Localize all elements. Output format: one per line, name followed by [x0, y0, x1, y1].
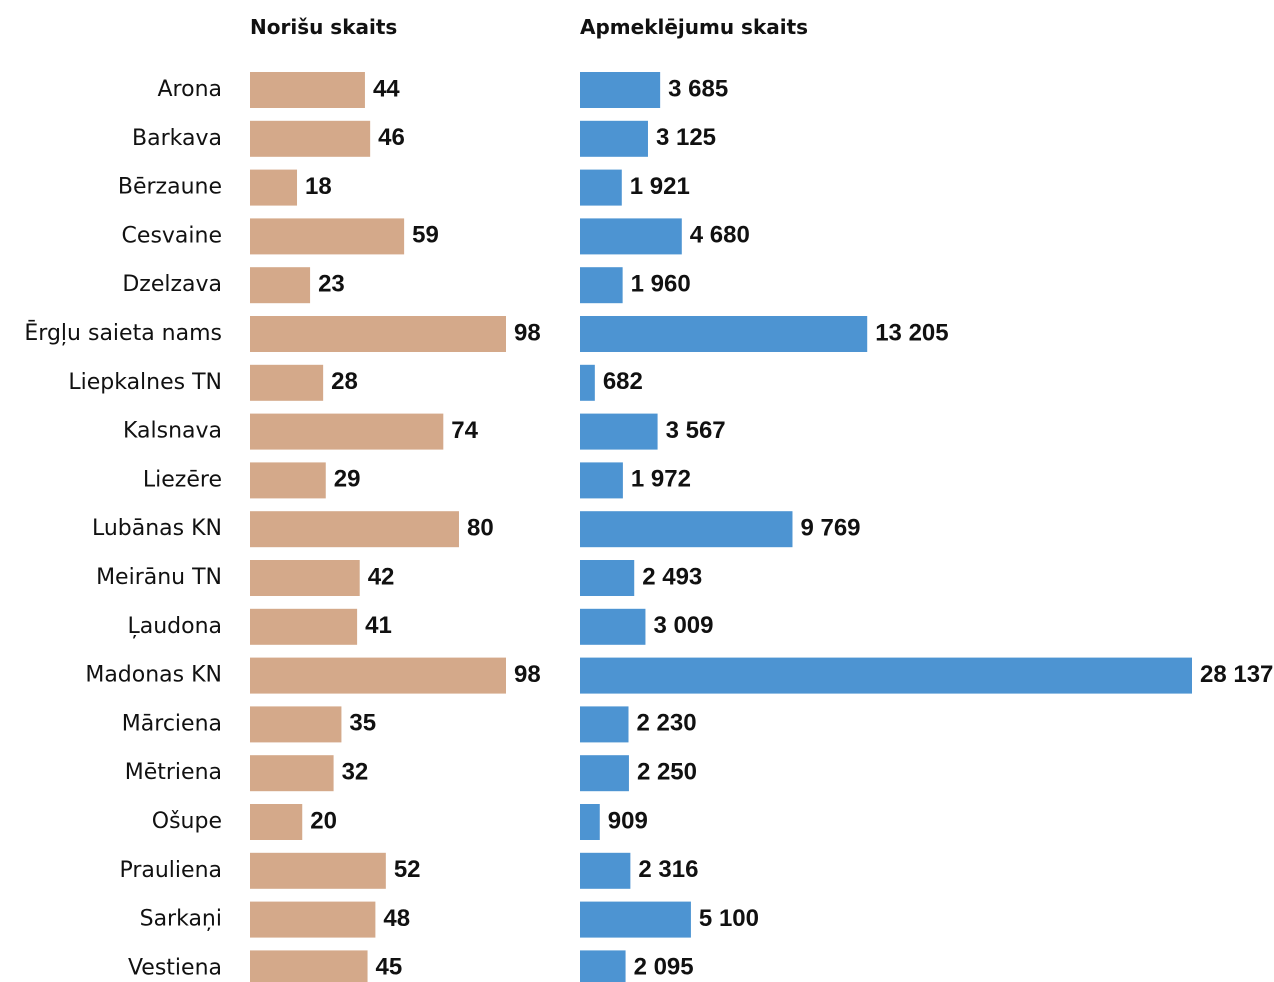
events-value-label: 29 [334, 466, 361, 493]
category-label: Arona [158, 77, 223, 102]
category-label: Ļaudona [127, 614, 222, 639]
events-value-label: 80 [467, 515, 494, 542]
events-bar [250, 169, 298, 206]
events-bar [250, 72, 365, 108]
visits-bar [580, 218, 682, 255]
visits-bar [580, 657, 1192, 694]
events-value-label: 45 [376, 954, 403, 981]
events-bar [250, 852, 386, 889]
visits-bar [580, 72, 661, 108]
events-bar [250, 120, 371, 157]
visits-value-label: 2 250 [637, 759, 697, 786]
visits-bar [580, 560, 635, 596]
visits-value-label: 3 567 [666, 417, 726, 444]
category-label: Liezēre [143, 467, 222, 492]
visits-value-label: 3 685 [668, 75, 728, 102]
category-label: Lubānas KN [92, 516, 222, 541]
visits-value-label: 2 493 [642, 563, 702, 590]
visits-bar [580, 169, 622, 206]
visits-bar [580, 511, 793, 548]
events-bar [250, 608, 358, 645]
category-label: Ošupe [152, 809, 222, 834]
events-value-label: 46 [378, 124, 405, 151]
visits-value-label: 2 316 [638, 856, 698, 883]
visits-bar [580, 950, 626, 982]
visits-value-label: 1 960 [631, 271, 691, 298]
category-label: Prauliena [119, 858, 222, 883]
visits-bar [580, 413, 658, 450]
events-bar [250, 462, 326, 499]
events-bar [250, 706, 342, 743]
events-value-label: 48 [383, 905, 410, 932]
category-label: Bērzaune [118, 175, 222, 200]
events-value-label: 23 [318, 271, 345, 298]
visits-bar [580, 804, 600, 840]
events-bar [250, 804, 303, 840]
visits-bar [580, 755, 629, 792]
visits-bar [580, 267, 623, 304]
events-value-label: 59 [412, 222, 439, 249]
category-label: Mētriena [125, 760, 222, 785]
events-bar [250, 364, 324, 401]
events-bar [250, 901, 376, 938]
events-bar [250, 657, 506, 694]
events-value-label: 28 [331, 368, 358, 395]
visits-bar [580, 852, 631, 889]
visits-value-label: 1 921 [630, 173, 690, 200]
events-bar [250, 413, 444, 450]
events-bar [250, 316, 506, 352]
category-label: Kalsnava [123, 419, 222, 444]
events-value-label: 44 [373, 75, 400, 102]
events-value-label: 98 [514, 319, 541, 346]
category-label: Madonas KN [85, 663, 222, 688]
visits-bar [580, 316, 868, 352]
category-label: Vestiena [128, 955, 222, 980]
visits-bar [580, 120, 648, 157]
events-value-label: 41 [365, 612, 392, 639]
events-value-label: 52 [394, 856, 421, 883]
category-label: Meirānu TN [96, 565, 222, 590]
events-bar [250, 560, 360, 596]
category-label: Ērgļu saieta nams [24, 321, 222, 346]
visits-value-label: 2 230 [637, 710, 697, 737]
category-label: Barkava [132, 126, 222, 151]
visits-value-label: 682 [603, 368, 643, 395]
events-bar [250, 511, 459, 548]
events-value-label: 42 [368, 563, 395, 590]
events-value-label: 35 [349, 710, 376, 737]
visits-bar [580, 901, 691, 938]
visits-value-label: 3 009 [653, 612, 713, 639]
series-title-events: Norišu skaits [250, 15, 397, 39]
visits-bar [580, 706, 629, 743]
visits-value-label: 13 205 [875, 319, 948, 346]
visits-value-label: 5 100 [699, 905, 759, 932]
category-label: Sarkaņi [140, 907, 222, 932]
visits-bar [580, 608, 646, 645]
visits-value-label: 28 137 [1200, 661, 1273, 688]
events-bar [250, 755, 334, 792]
visits-value-label: 1 972 [631, 466, 691, 493]
events-bar [250, 950, 368, 982]
category-label: Dzelzava [122, 272, 222, 297]
series-title-visits: Apmeklējumu skaits [580, 15, 808, 39]
events-bar [250, 218, 405, 255]
events-value-label: 98 [514, 661, 541, 688]
category-label: Mārciena [122, 711, 222, 736]
category-label: Cesvaine [122, 223, 222, 248]
events-bar [250, 267, 311, 304]
visits-value-label: 3 125 [656, 124, 716, 151]
visits-value-label: 4 680 [690, 222, 750, 249]
events-value-label: 18 [305, 173, 332, 200]
visits-value-label: 2 095 [634, 954, 694, 981]
events-value-label: 32 [342, 759, 369, 786]
visits-bar [580, 364, 595, 401]
events-value-label: 20 [310, 807, 337, 834]
visits-value-label: 9 769 [800, 515, 860, 542]
category-label: Liepkalnes TN [68, 370, 222, 395]
visits-value-label: 909 [608, 807, 648, 834]
events-value-label: 74 [451, 417, 478, 444]
visits-bar [580, 462, 623, 499]
